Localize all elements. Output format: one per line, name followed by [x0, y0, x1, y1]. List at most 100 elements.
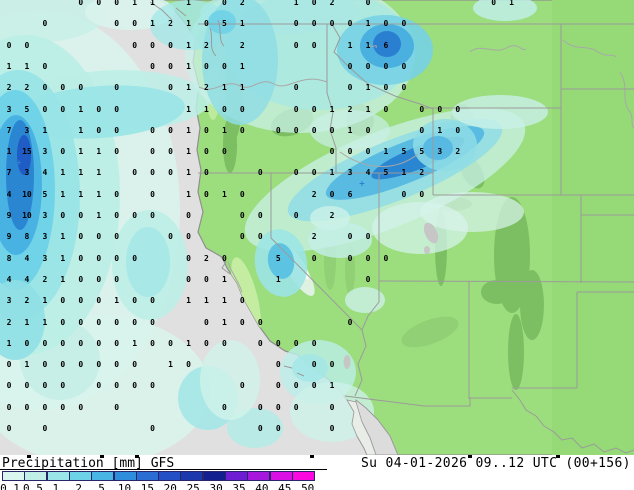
grid-value: 0: [60, 338, 66, 348]
grid-value: 0: [311, 19, 317, 29]
grid-value: 0: [60, 402, 66, 412]
grid-value: 0: [365, 147, 371, 157]
grid-value: 0: [150, 317, 156, 327]
grid-value: 0: [114, 381, 120, 391]
grid-value: 0: [239, 211, 245, 220]
grid-value: 0: [96, 338, 102, 348]
grid-value: 5: [24, 104, 30, 114]
grid-value: 0: [168, 147, 173, 157]
grid-value: 0: [186, 232, 191, 242]
grid-value: 1: [275, 274, 281, 284]
color-scale-box: [91, 471, 115, 481]
color-scale-box: [68, 471, 92, 481]
grid-value: 2: [204, 83, 209, 93]
grid-value: 1: [96, 189, 102, 199]
grid-value: 0: [239, 125, 245, 135]
grid-value: 3: [437, 147, 443, 157]
grid-value: 1: [186, 19, 191, 29]
grid-value: 0: [293, 83, 299, 93]
grid-value: 0: [168, 338, 173, 348]
grid-value: 0: [78, 274, 84, 284]
grid-value: 0: [204, 189, 209, 199]
grid-value: 0: [42, 360, 48, 370]
grid-value: 0: [78, 296, 84, 306]
grid-value: 0: [168, 232, 173, 242]
grid-value: 0: [114, 125, 120, 135]
grid-value: 1: [186, 104, 191, 114]
grid-value: 0: [204, 19, 209, 29]
grid-value: 1: [132, 338, 138, 348]
grid-value: 0: [221, 253, 227, 263]
color-scale-box: [225, 471, 248, 481]
grid-value: 1: [221, 125, 227, 135]
grid-value: 4: [42, 168, 48, 178]
grid-value: 0: [401, 83, 407, 93]
grid-value: 0: [311, 104, 317, 114]
map-graphics: [0, 0, 634, 455]
color-scale-box: [202, 471, 226, 481]
grid-value: 0: [311, 381, 317, 391]
grid-value: 1: [221, 189, 227, 199]
grid-value: 0: [78, 360, 84, 370]
grid-value: 0: [78, 253, 84, 263]
grid-value: 0: [150, 338, 156, 348]
grid-value: 0: [347, 83, 353, 93]
grid-value: 2: [419, 168, 425, 178]
grid-value: 0: [204, 274, 209, 284]
grid-value: 3: [42, 211, 48, 220]
grid-value: 0: [221, 402, 227, 412]
grid-value: 6: [347, 189, 353, 199]
grid-value: 2: [311, 189, 317, 199]
grid-value: 6: [383, 40, 389, 50]
grid-value: 2: [6, 83, 12, 93]
grid-value: 2: [204, 40, 209, 50]
color-scale-tick-label: 45: [278, 482, 292, 490]
grid-value: 5: [221, 19, 227, 29]
grid-value: 0: [78, 232, 84, 242]
grid-value: 1: [96, 211, 102, 220]
grid-value: 1: [329, 104, 335, 114]
color-scale-tick-label: 0.1: [0, 482, 20, 490]
grid-value: 0: [168, 40, 173, 50]
grid-value: 5: [383, 168, 389, 178]
grid-value: 0: [114, 338, 120, 348]
grid-value: 0: [96, 125, 102, 135]
rivers: [198, 39, 634, 293]
grid-value: 0: [293, 40, 299, 50]
grid-value: 5: [275, 253, 281, 263]
grid-value: 0: [221, 104, 227, 114]
grid-value: 1: [60, 253, 66, 263]
grid-value: 0: [60, 317, 66, 327]
grid-value: 0: [275, 424, 281, 433]
grid-value: 0: [347, 19, 353, 29]
grid-value: 2: [347, 104, 353, 114]
grid-value: 3: [42, 232, 48, 242]
grid-value: 5: [42, 189, 48, 199]
grid-value: 0: [491, 0, 497, 7]
grid-value: 1: [60, 274, 66, 284]
grid-value: 0: [78, 0, 84, 7]
grid-value: 1: [132, 0, 138, 7]
precip-max-marker: +: [359, 179, 365, 190]
grid-value: 1: [114, 296, 120, 306]
grid-value: 0: [96, 232, 102, 242]
grid-value: 0: [114, 253, 120, 263]
grid-value: 0: [293, 19, 299, 29]
grid-value: 1: [6, 61, 12, 71]
grid-value: 0: [383, 253, 389, 263]
grid-value: 0: [204, 147, 209, 157]
grid-value: 0: [347, 253, 353, 263]
grid-value: 0: [132, 168, 138, 178]
grid-value: 0: [329, 424, 335, 433]
grid-value: 1: [42, 296, 48, 306]
grid-value: 7: [6, 168, 12, 178]
grid-value: 0: [96, 296, 102, 306]
grid-value: 1: [24, 360, 30, 370]
grid-value: 1: [204, 104, 209, 114]
grid-value: 0: [114, 274, 120, 284]
color-scale-box: [24, 471, 48, 481]
color-scale-box: [158, 471, 182, 481]
grid-value: 2: [168, 19, 173, 29]
grid-value: 0: [96, 253, 102, 263]
grid-value: 0: [311, 338, 317, 348]
